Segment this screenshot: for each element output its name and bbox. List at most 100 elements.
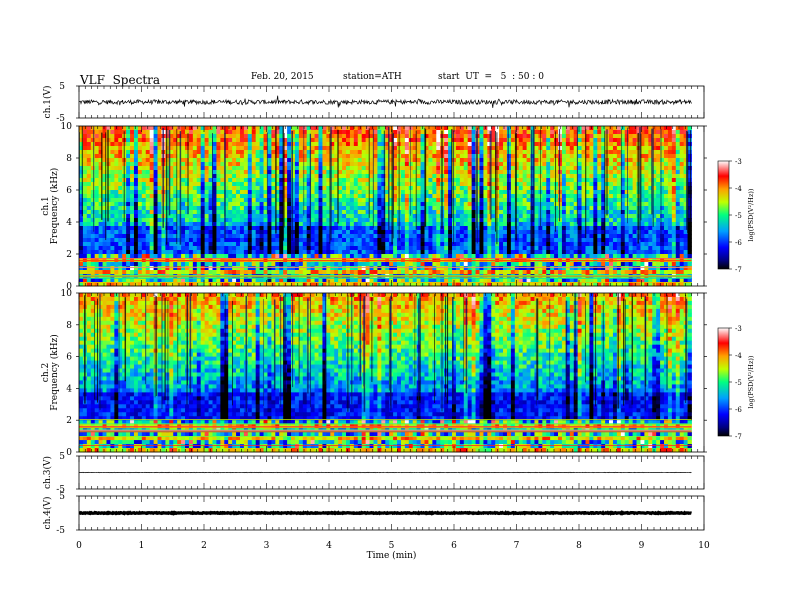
spectrogram-cell bbox=[208, 214, 213, 219]
spectrogram-cell bbox=[208, 170, 213, 175]
spectrogram-cell bbox=[664, 190, 669, 195]
spectrogram-cell bbox=[589, 238, 594, 243]
spectrogram-cell bbox=[491, 158, 496, 163]
spectrogram-cell bbox=[534, 238, 539, 243]
spectrogram-cell bbox=[546, 158, 551, 163]
spectrogram-cell bbox=[495, 246, 500, 251]
spectrogram-cell bbox=[491, 126, 496, 131]
spectrogram-cell bbox=[126, 134, 131, 139]
spectrogram-cell bbox=[141, 154, 147, 159]
spectrogram-cell bbox=[385, 150, 390, 155]
spectrogram-cell bbox=[664, 158, 669, 163]
spectrogram-cell bbox=[452, 218, 457, 223]
spectrogram-cell bbox=[491, 250, 496, 255]
spectrogram-cell bbox=[499, 246, 504, 251]
spectrogram-cell bbox=[436, 158, 441, 163]
spectrogram-cell bbox=[102, 138, 107, 143]
spectrogram-cell bbox=[236, 186, 241, 191]
spectrogram-cell bbox=[243, 234, 249, 239]
spectrogram-cell bbox=[389, 242, 394, 247]
spectrogram-cell bbox=[679, 218, 685, 223]
spectrogram-cell bbox=[601, 182, 606, 187]
spectrogram-cell bbox=[114, 210, 119, 215]
spectrogram-cell bbox=[632, 166, 637, 171]
spectrogram-cell bbox=[424, 214, 429, 219]
spectrogram-cell bbox=[294, 166, 300, 171]
spectrogram-cell bbox=[330, 182, 335, 187]
spectrogram-cell bbox=[632, 190, 637, 195]
spectrogram-cell bbox=[664, 246, 669, 251]
spectrogram-cell bbox=[609, 162, 614, 167]
spectrogram-cell bbox=[581, 126, 586, 131]
spectrogram-cell bbox=[287, 134, 292, 139]
spectrogram-cell bbox=[664, 154, 669, 159]
spectrogram-cell bbox=[565, 190, 571, 195]
spectrogram-cell bbox=[157, 158, 162, 163]
spectrogram-cell bbox=[342, 174, 347, 179]
spectrogram-cell bbox=[200, 238, 206, 243]
spectrogram-cell bbox=[601, 134, 606, 139]
spectrogram-cell bbox=[239, 190, 245, 195]
spectrogram-cell bbox=[412, 222, 418, 227]
spectrogram-cell bbox=[267, 130, 272, 135]
spectrogram-cell bbox=[526, 166, 531, 171]
spectrogram-cell bbox=[330, 154, 335, 159]
spectrogram-cell bbox=[279, 190, 284, 195]
spectrogram-cell bbox=[271, 230, 276, 235]
spectrogram-cell bbox=[671, 242, 677, 247]
spectrogram-cell bbox=[86, 202, 92, 207]
spectrogram-cell bbox=[287, 234, 292, 239]
spectrogram-cell bbox=[400, 166, 406, 171]
spectrogram-cell bbox=[118, 246, 123, 251]
spectrogram-cell bbox=[82, 218, 88, 223]
spectrogram-cell bbox=[185, 246, 190, 251]
spectrogram-cell bbox=[581, 226, 586, 231]
spectrogram-cell bbox=[334, 250, 339, 255]
spectrogram-cell bbox=[530, 230, 535, 235]
spectrogram-cell bbox=[345, 162, 351, 167]
spectrogram-cell bbox=[318, 190, 323, 195]
spectrogram-cell bbox=[232, 134, 237, 139]
spectrogram-cell bbox=[373, 134, 378, 139]
spectrogram-cell bbox=[628, 250, 634, 255]
spectrogram-cell bbox=[306, 234, 312, 239]
spectrogram-cell bbox=[118, 182, 123, 187]
spectrogram-cell bbox=[597, 150, 602, 155]
spectrogram-cell bbox=[436, 142, 441, 147]
spectrogram-cell bbox=[232, 146, 237, 151]
spectrogram-cell bbox=[153, 222, 158, 227]
spectrogram-cell bbox=[361, 218, 367, 223]
spectrogram-cell bbox=[518, 246, 524, 251]
spectrogram-cell bbox=[173, 142, 178, 147]
spectrogram-cell bbox=[82, 186, 88, 191]
spectrogram-cell bbox=[334, 166, 339, 171]
spectrogram-cell bbox=[381, 166, 386, 171]
spectrogram-cell bbox=[130, 170, 135, 175]
spectrogram-cell bbox=[141, 182, 147, 187]
spectrogram-cell bbox=[298, 138, 304, 143]
spectrogram-cell bbox=[232, 158, 237, 163]
spectrogram-cell bbox=[236, 178, 241, 183]
spectrogram-cell bbox=[632, 162, 637, 167]
spectrogram-cell bbox=[620, 162, 626, 167]
spectrogram-cell bbox=[648, 174, 653, 179]
spectrogram-cell bbox=[149, 226, 154, 231]
spectrogram-cell bbox=[400, 218, 406, 223]
spectrogram-cell bbox=[130, 222, 135, 227]
spectrogram-cell bbox=[432, 238, 437, 243]
spectrogram-cell bbox=[679, 246, 685, 251]
spectrogram-cell bbox=[404, 198, 410, 203]
spectrogram-cell bbox=[620, 218, 626, 223]
spectrogram-cell bbox=[514, 138, 520, 143]
spectrogram-cell bbox=[483, 154, 488, 159]
spectrogram-cell bbox=[644, 150, 649, 155]
spectrogram-cell bbox=[98, 206, 103, 211]
spectrogram-cell bbox=[459, 154, 465, 159]
spectrogram-cell bbox=[487, 154, 492, 159]
spectrogram-cell bbox=[169, 242, 174, 247]
spectrogram-cell bbox=[224, 138, 229, 143]
spectrogram-cell bbox=[589, 218, 594, 223]
spectrogram-cell bbox=[157, 250, 162, 255]
spectrogram-cell bbox=[660, 146, 665, 151]
spectrogram-cell bbox=[432, 230, 437, 235]
